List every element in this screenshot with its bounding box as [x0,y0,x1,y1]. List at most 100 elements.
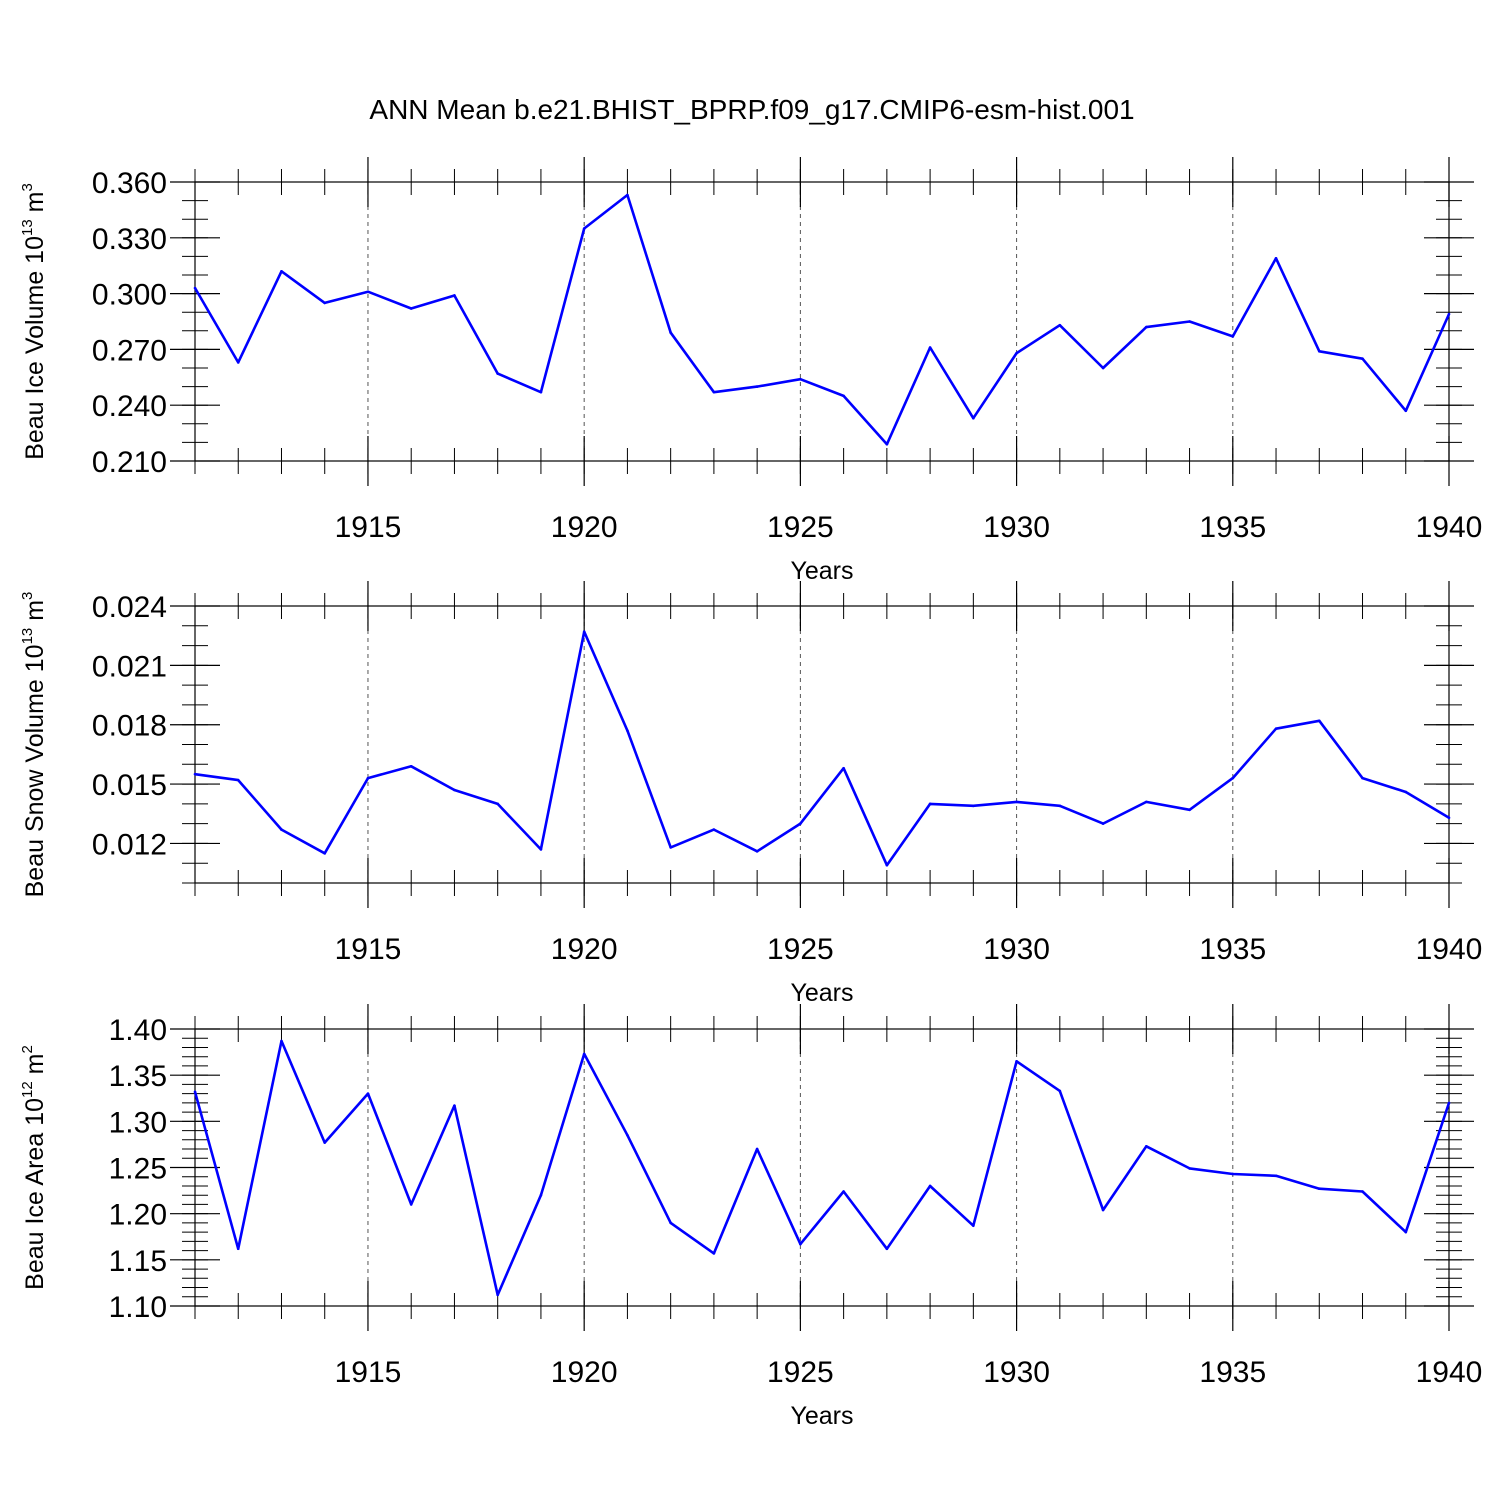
x-tick-label: 1930 [983,1356,1050,1389]
data-point [842,1190,845,1193]
y-tick-label: 1.25 [109,1153,167,1186]
data-point [1361,1190,1364,1193]
data-point [280,269,283,273]
data-point [1274,727,1278,730]
y-tick-label: 0.210 [92,446,167,479]
data-point [1447,1101,1451,1105]
data-point [280,828,283,831]
data-point [799,377,802,381]
series-line [194,630,1450,867]
data-point [928,802,932,806]
data-point [496,372,499,375]
data-point [323,1141,327,1144]
y-tick-label: 0.270 [92,334,167,367]
y-axis-title-unit: m [21,1054,49,1082]
data-point [1231,776,1235,780]
data-point [799,1242,802,1246]
figure-title: ANN Mean b.e21.BHIST_BPRP.f09_g17.CMIP6-… [369,94,1134,125]
data-point [582,1052,586,1056]
data-point [1404,790,1408,794]
y-tick-label: 0.015 [92,769,167,802]
data-point [1145,1144,1148,1148]
y-axis-title-prefix: Beau Snow Volume 10 [21,644,49,897]
plot-frame [194,181,1450,462]
data-point [1188,808,1191,812]
y-tick-label: 1.10 [109,1291,167,1324]
data-point [1361,357,1364,361]
data-point [323,852,327,855]
x-tick-label: 1940 [1416,511,1483,544]
y-tick-label: 0.330 [92,223,167,256]
data-point [1274,256,1278,260]
data-point [1404,409,1408,413]
data-point [1145,800,1148,804]
x-tick-label: 1940 [1416,933,1483,966]
y-axis-title-exponent: 13 [19,219,36,236]
data-point [712,828,716,831]
data-point [366,290,370,294]
data-point [1015,351,1018,355]
y-axis-title-unit-exponent: 3 [19,592,36,600]
x-tick-label: 1920 [551,511,618,544]
x-tick-label: 1925 [767,511,834,544]
data-point [1404,1230,1408,1234]
data-point [1058,804,1062,808]
x-tick-label: 1915 [335,1356,402,1389]
data-point [755,850,759,853]
data-point [1447,312,1451,316]
y-axis-title-unit-exponent: 3 [19,183,36,191]
data-point [885,863,889,867]
data-point [582,630,586,634]
data-point [236,778,240,782]
x-tick-label: 1915 [335,511,402,544]
data-point [539,848,543,851]
x-tick-label: 1935 [1199,933,1266,966]
data-point [582,227,586,230]
data-point [1101,822,1105,825]
y-axis-title-exponent: 13 [19,628,36,645]
x-tick-label: 1920 [551,1356,618,1389]
data-point [755,385,759,388]
data-point [669,846,672,849]
data-point [669,1221,672,1225]
x-tick-label: 1940 [1416,1356,1483,1389]
y-axis-title: Beau Ice Volume 1013 m3 [19,183,49,460]
x-axis-title: Years [790,557,853,585]
data-point [409,1203,413,1206]
data-point [1447,816,1451,820]
data-point [1317,1187,1321,1191]
y-axis-title: Beau Snow Volume 1013 m3 [19,592,49,898]
data-point [842,394,845,398]
data-point [799,822,802,825]
y-tick-label: 0.021 [92,650,167,683]
data-point [1317,349,1321,353]
data-point [409,307,413,310]
panels: 0.210 0.240 0.270 0.300 0.330 0.360 1915 1920 19… [19,157,1482,1430]
x-tick-label: 1930 [983,511,1050,544]
data-point [366,776,370,780]
chart-panel-3: 1.10 1.15 1.20 1.25 1.30 1.35 1.40 1915 1920 1925… [19,1004,1482,1430]
data-point [755,1147,759,1151]
data-point [539,1193,543,1197]
x-axis-title: Years [790,1402,853,1430]
y-tick-label: 1.20 [109,1199,167,1232]
data-point [453,294,456,297]
y-tick-label: 0.300 [92,279,167,312]
data-point [928,1184,932,1188]
x-tick-label: 1915 [335,933,402,966]
y-tick-label: 1.30 [109,1106,167,1139]
data-point [1188,1167,1191,1170]
data-point [1361,776,1364,780]
y-axis-title-exponent: 12 [19,1081,36,1098]
data-point [539,390,543,394]
data-point [928,346,932,349]
data-point [1231,1172,1235,1176]
data-point [193,1090,197,1094]
data-point [1188,320,1191,323]
data-point [885,1247,889,1251]
data-point [885,442,889,446]
y-axis-title: Beau Ice Area 1012 m2 [19,1045,49,1290]
data-point [712,1252,716,1255]
data-point [453,1104,456,1107]
